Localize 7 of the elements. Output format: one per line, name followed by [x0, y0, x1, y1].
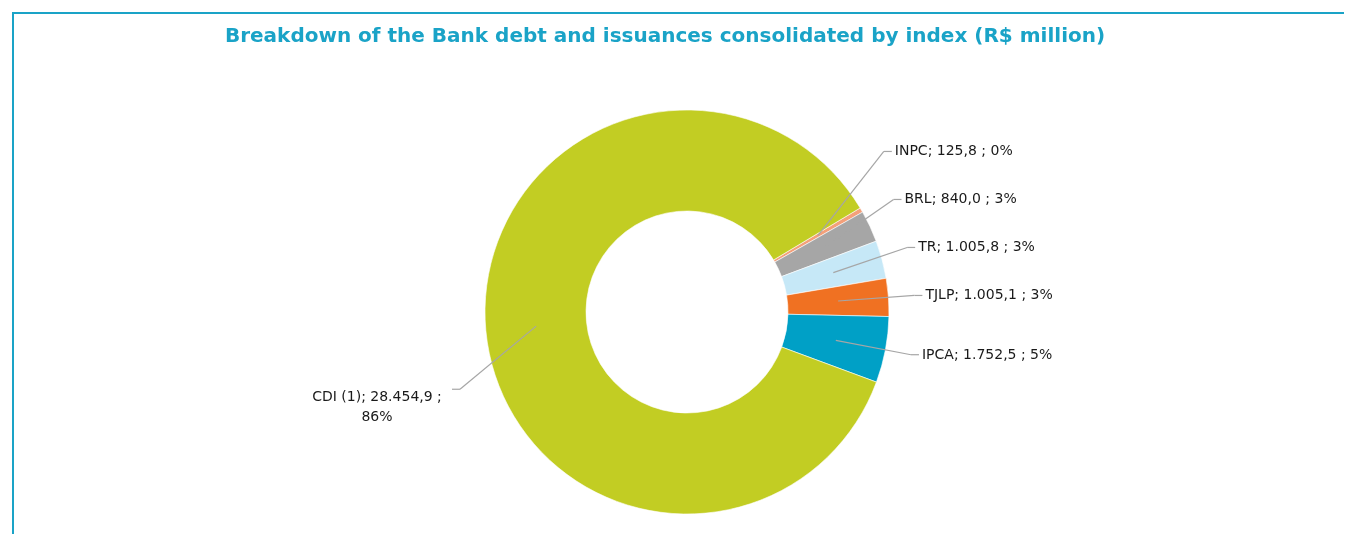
slice-label: IPCA; 1.752,5 ; 5%	[921, 345, 1053, 362]
slice-label: INPC; 125,8 ; 0%	[894, 142, 1013, 159]
slice-label: TR; 1.005,8 ; 3%	[917, 238, 1035, 255]
legend-label: BRL; 840,0 ; 3%	[904, 190, 1017, 207]
chart-title: Breakdown of the Bank debt and issuances consolidated by index (R$ million)	[224, 23, 1106, 47]
slice-label: CDI (1); 28.454,9 ; 86%	[312, 388, 442, 425]
slice-label: TJLP; 1.005,1 ; 3%	[924, 286, 1053, 303]
